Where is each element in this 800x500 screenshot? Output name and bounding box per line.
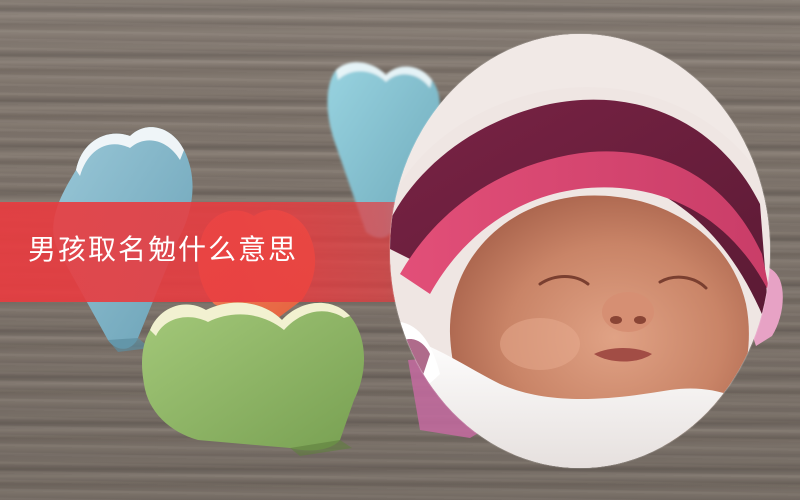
baby-photo (390, 34, 770, 468)
baby-face (449, 195, 749, 454)
baby-hat (390, 34, 770, 234)
baby-blanket (390, 334, 770, 468)
teal-heart-block (327, 62, 440, 238)
banner-title: 男孩取名勉什么意思 (28, 233, 299, 266)
green-heart-block (142, 302, 365, 456)
